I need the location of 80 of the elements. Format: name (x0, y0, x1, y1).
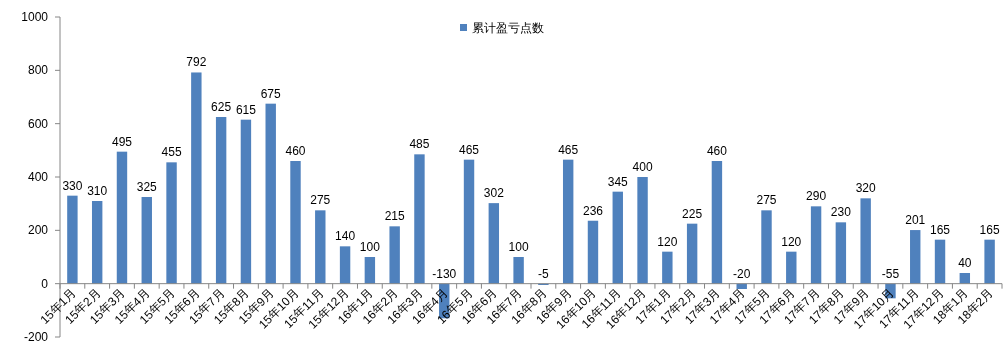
data-label: 290 (806, 189, 827, 204)
bar (835, 222, 847, 284)
bar (141, 197, 152, 284)
bar (315, 210, 326, 284)
bar (91, 201, 103, 284)
bar (116, 151, 128, 284)
legend-label: 累计盈亏点数 (472, 21, 544, 35)
data-label: 465 (558, 142, 579, 157)
bar (711, 161, 723, 284)
bar (934, 239, 946, 284)
bar (67, 195, 78, 284)
bar (215, 117, 227, 284)
data-label: 485 (409, 137, 430, 152)
data-label: 460 (706, 144, 728, 158)
data-label: -5 (538, 266, 550, 281)
bar (686, 223, 698, 284)
data-label: 465 (459, 142, 480, 157)
data-label: -55 (881, 266, 900, 281)
data-label: 275 (310, 193, 331, 208)
bar (339, 246, 351, 284)
data-label: 120 (657, 234, 678, 249)
bar (562, 159, 574, 284)
bar (389, 226, 400, 284)
data-label: 275 (756, 193, 777, 208)
bar (191, 72, 202, 284)
bar (587, 220, 599, 284)
data-label: 460 (285, 144, 306, 158)
y-tick-label: 400 (27, 170, 49, 184)
data-label: 400 (632, 160, 653, 174)
bar (166, 162, 177, 284)
data-label: 225 (682, 206, 703, 221)
bar (290, 161, 301, 284)
data-label: 455 (161, 145, 182, 160)
y-tick-label: -200 (23, 330, 49, 344)
data-label: 236 (582, 203, 604, 218)
bar (240, 119, 252, 284)
data-label: 345 (607, 174, 629, 189)
y-tick-label: 200 (27, 223, 49, 238)
bar (910, 230, 921, 284)
data-label: 100 (359, 240, 381, 254)
data-label: 792 (186, 55, 207, 70)
data-label: 215 (384, 209, 405, 224)
data-label: 230 (830, 205, 852, 220)
data-label: -130 (432, 266, 457, 281)
data-label: 325 (136, 180, 158, 194)
bar (364, 257, 376, 284)
bar (761, 210, 772, 284)
data-label: 100 (508, 240, 529, 254)
bar (810, 206, 822, 284)
data-label: -20 (733, 266, 751, 281)
bar (637, 177, 648, 284)
data-label: 330 (62, 178, 83, 193)
y-tick-label: 1000 (21, 10, 49, 24)
data-label: 120 (781, 234, 802, 249)
y-tick-label: 800 (27, 63, 49, 78)
y-tick-label: 600 (27, 116, 49, 131)
data-label: 140 (335, 229, 356, 244)
bar (786, 251, 797, 284)
bar (959, 273, 971, 284)
data-label: 310 (87, 184, 108, 198)
bar (265, 103, 276, 284)
data-label: 615 (235, 102, 257, 117)
data-label: 320 (855, 181, 876, 196)
data-label: 201 (905, 213, 926, 228)
bar (513, 257, 524, 284)
data-label: 495 (111, 134, 133, 149)
data-label: 165 (930, 222, 951, 237)
data-label: 625 (211, 100, 232, 114)
y-tick-label: 0 (41, 276, 49, 291)
bar (612, 191, 623, 284)
bar (463, 159, 475, 284)
bar (488, 203, 500, 284)
bar (860, 198, 871, 284)
bar (984, 239, 995, 284)
data-label: 165 (979, 222, 1000, 237)
bar (414, 154, 425, 284)
data-label: 40 (958, 256, 972, 270)
data-label: 675 (260, 86, 282, 101)
data-label: 302 (483, 186, 505, 201)
bar (662, 251, 673, 284)
